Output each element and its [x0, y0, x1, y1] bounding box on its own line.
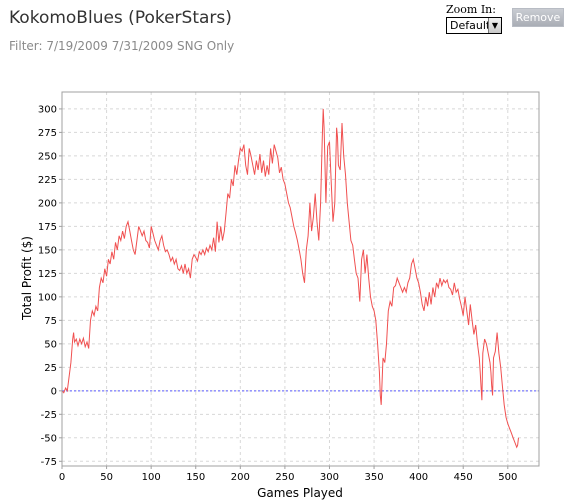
- y-tick-label-100: 100: [38, 292, 57, 303]
- y-axis-title: Total Profit ($): [20, 236, 34, 321]
- series-line-total-profit: [61, 108, 519, 449]
- x-tick-label-100: 100: [142, 472, 161, 483]
- y-tick-label-300: 300: [38, 104, 57, 115]
- x-axis-title: Games Played: [257, 486, 343, 500]
- y-tick-label-50: 50: [44, 339, 57, 350]
- x-tick-label-350: 350: [365, 472, 384, 483]
- x-tick-label-0: 0: [59, 472, 65, 483]
- y-tick-label-75: 75: [44, 316, 57, 327]
- x-tick-label-50: 50: [100, 472, 113, 483]
- y-tick-label-225: 225: [38, 175, 57, 186]
- y-tick-label-25: 25: [44, 363, 57, 374]
- zoom-label: Zoom In:: [446, 3, 496, 16]
- plot-border: [61, 91, 540, 467]
- x-tick-label-300: 300: [320, 472, 339, 483]
- grid-lines: [61, 92, 539, 466]
- x-tick-label-400: 400: [409, 472, 428, 483]
- x-tick-label-200: 200: [231, 472, 250, 483]
- y-tick-label-0: 0: [51, 386, 57, 397]
- filter-text: Filter: 7/19/2009 7/31/2009 SNG Only: [9, 39, 235, 53]
- y-tick-label-150: 150: [38, 245, 57, 256]
- x-axis: 0 50 100 150 200 250 300 350 400 450 500: [59, 466, 517, 483]
- y-tick-label--25: -25: [41, 410, 57, 421]
- y-axis: -75 -50 -25 0 25 50 75 100 125 150 175 200 225 250 275…: [38, 104, 62, 468]
- chevron-down-icon: ▼: [488, 18, 501, 33]
- y-tick-label--50: -50: [41, 433, 57, 444]
- y-tick-label-275: 275: [38, 128, 57, 139]
- remove-button[interactable]: Remove: [512, 8, 564, 27]
- x-tick-label-250: 250: [275, 472, 294, 483]
- zoom-select-value: Default: [450, 19, 491, 32]
- y-tick-label--75: -75: [41, 457, 57, 468]
- plot-area: [62, 92, 539, 466]
- y-tick-label-125: 125: [38, 269, 57, 280]
- x-tick-label-450: 450: [454, 472, 473, 483]
- y-tick-label-250: 250: [38, 151, 57, 162]
- x-tick-label-500: 500: [498, 472, 517, 483]
- y-tick-label-200: 200: [38, 198, 57, 209]
- y-tick-label-175: 175: [38, 222, 57, 233]
- x-tick-label-150: 150: [186, 472, 205, 483]
- zoom-select[interactable]: Default ▼: [446, 17, 502, 34]
- page-title: KokomoBlues (PokerStars): [9, 8, 232, 28]
